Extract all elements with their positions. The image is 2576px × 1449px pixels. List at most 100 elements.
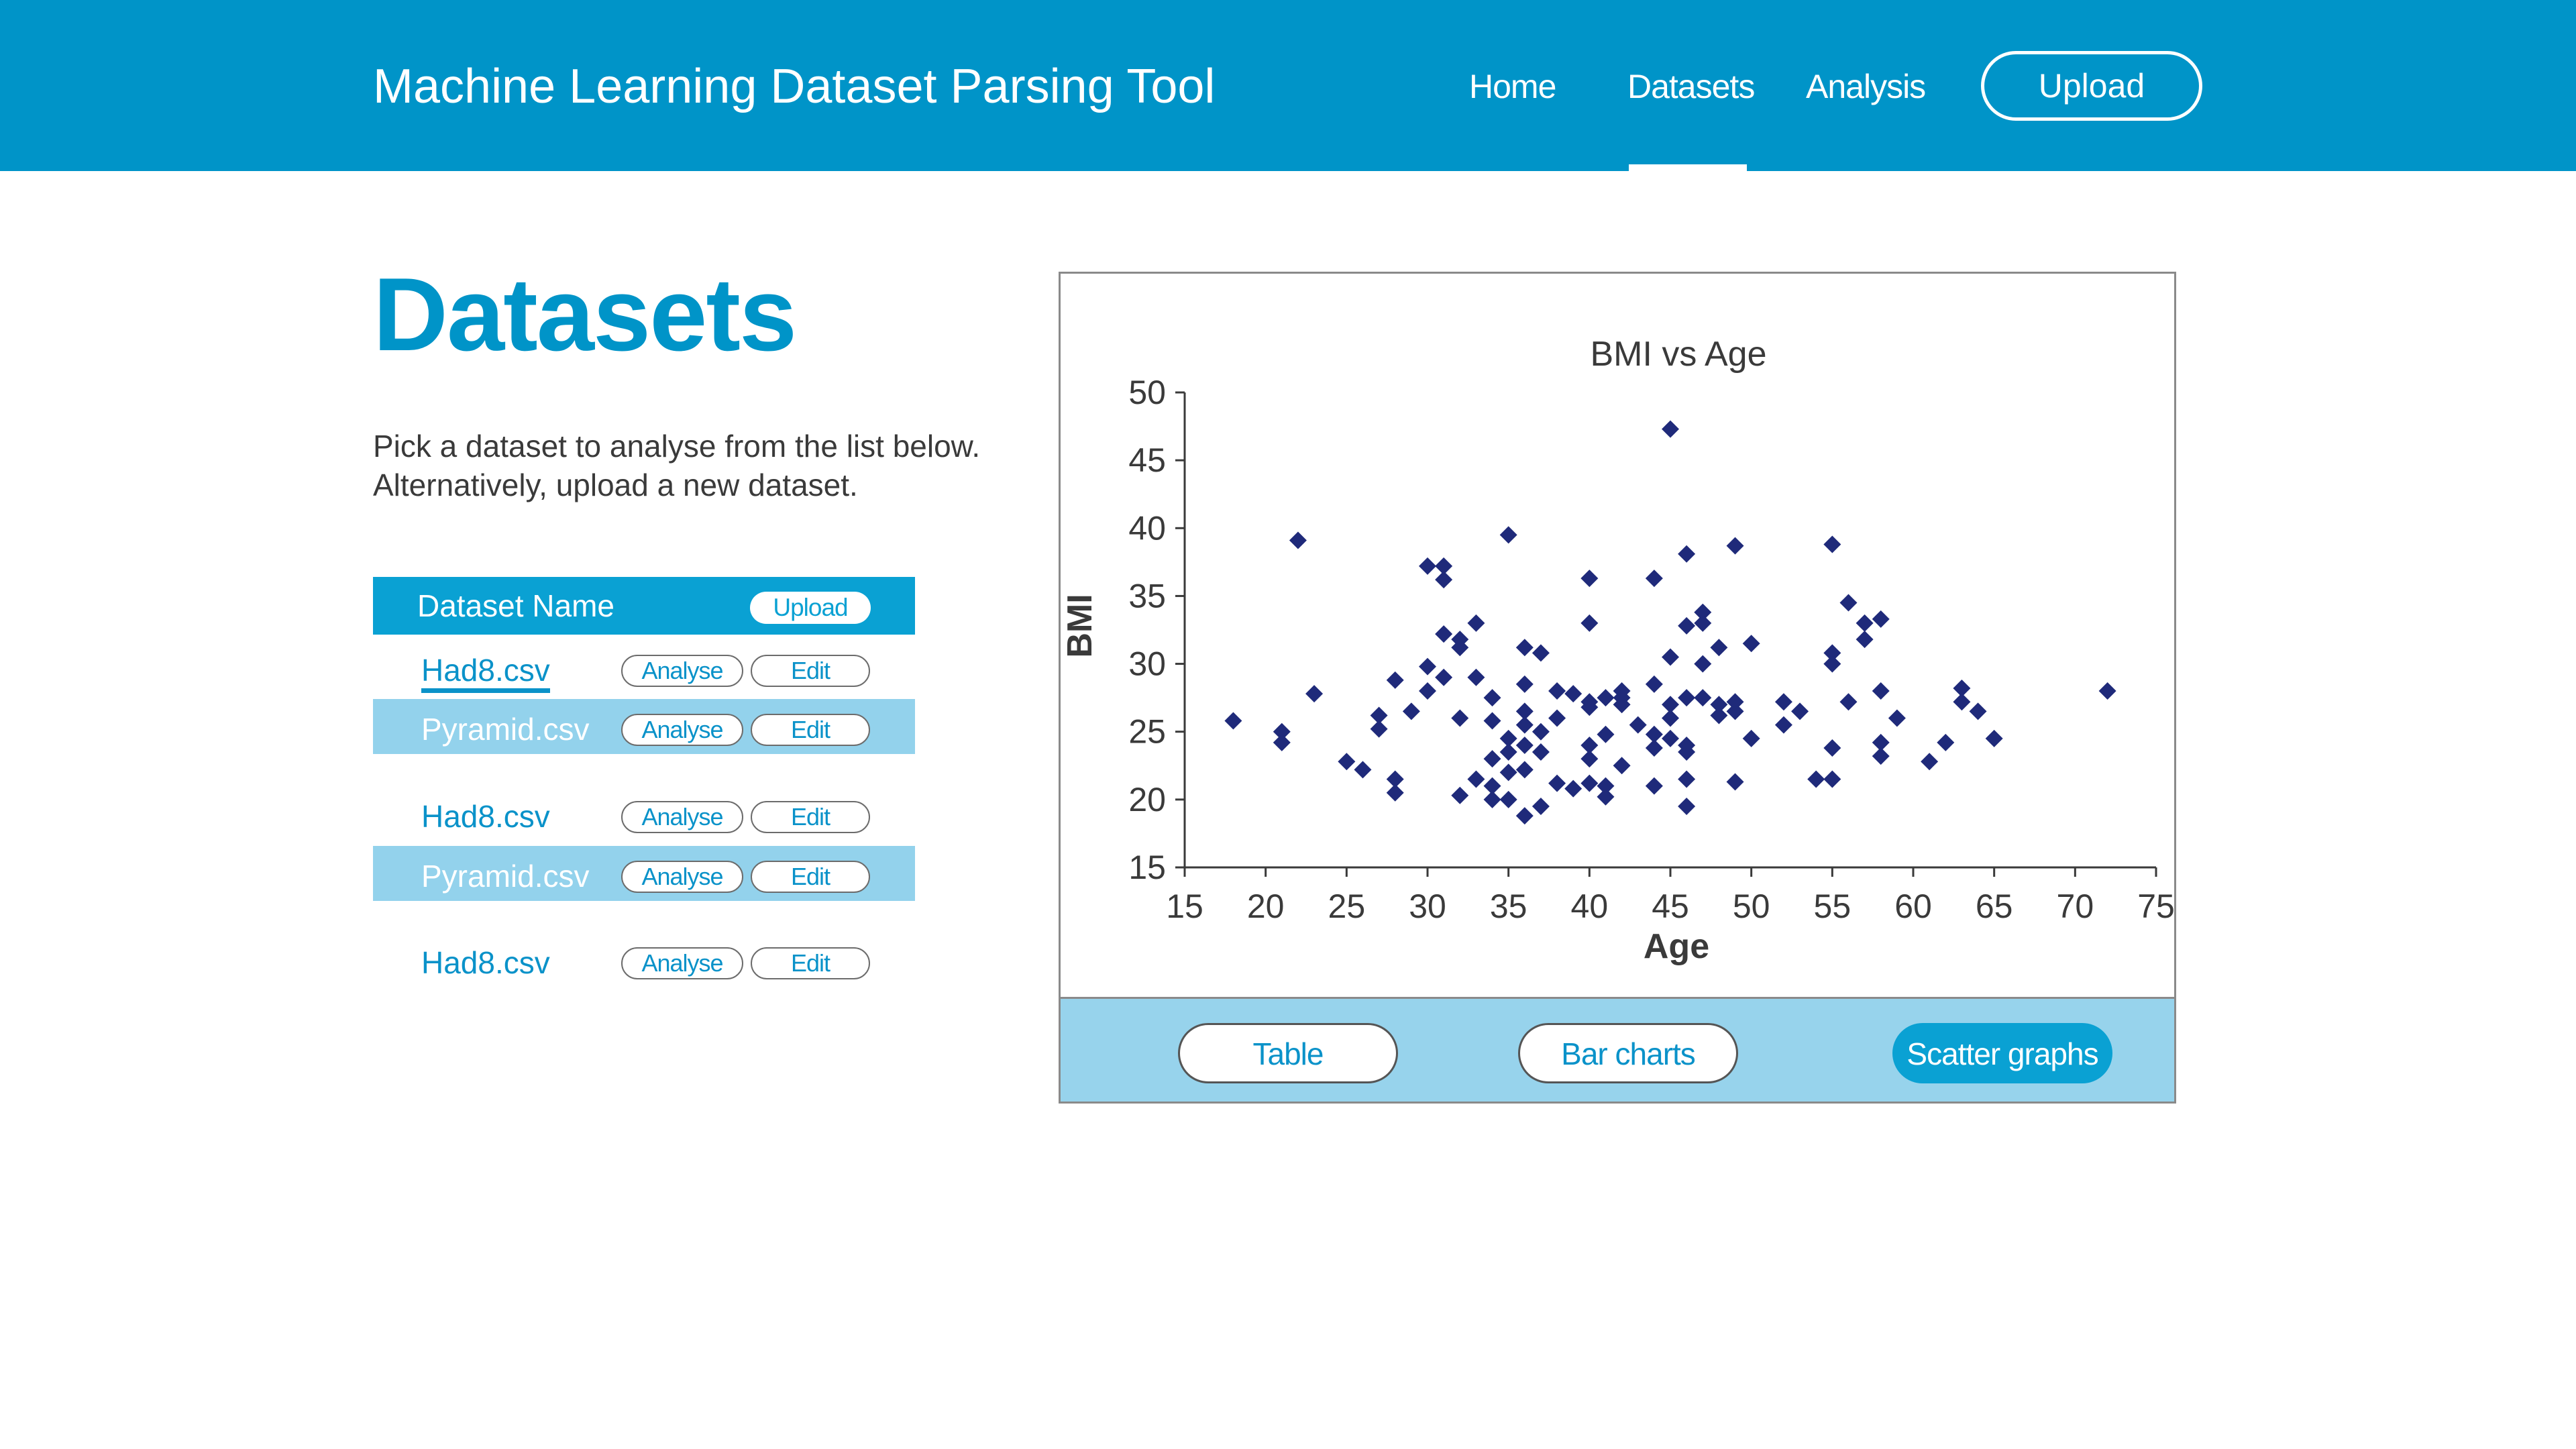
x-tick-label: 30 (1409, 888, 1446, 925)
y-tick-label: 25 (1128, 713, 1166, 751)
data-point (1953, 679, 1971, 697)
data-point (1515, 716, 1534, 734)
data-point (1467, 770, 1485, 788)
y-tick-label: 15 (1128, 849, 1166, 886)
data-point (1580, 774, 1599, 792)
dataset-file-link[interactable]: Pyramid.csv (421, 859, 590, 894)
data-point (1823, 655, 1841, 673)
data-point (1969, 702, 1987, 720)
data-point (1710, 696, 1728, 714)
data-point (1532, 722, 1550, 741)
bar-charts-view-button[interactable]: Bar charts (1518, 1023, 1738, 1083)
analyse-button[interactable]: Analyse (621, 714, 743, 746)
data-point (1645, 725, 1663, 743)
x-axis-label: Age (1644, 927, 1709, 966)
data-point (1273, 733, 1291, 751)
data-point (1515, 807, 1534, 825)
data-point (1742, 729, 1760, 747)
data-point (1451, 709, 1469, 727)
data-point (1435, 557, 1453, 575)
dataset-row: Had8.csv Analyse Edit (373, 640, 915, 695)
x-tick-label: 60 (1894, 888, 1932, 925)
table-view-button[interactable]: Table (1178, 1023, 1398, 1083)
x-tick-label: 65 (1976, 888, 2013, 925)
dataset-file-link[interactable]: Had8.csv (421, 652, 550, 693)
top-nav-bar: Machine Learning Dataset Parsing Tool Ho… (0, 0, 2576, 171)
edit-button[interactable]: Edit (751, 861, 870, 893)
scatter-chart: BMI vs Age Age BMI 15 20 25 30 35 40 45 50 55 60 6… (1061, 335, 2175, 966)
data-point (1823, 535, 1841, 553)
data-point (1662, 709, 1679, 727)
nav-datasets-link[interactable]: Datasets (1627, 68, 1755, 105)
dataset-row: Pyramid.csv Analyse Edit (373, 846, 915, 901)
app-title: Machine Learning Dataset Parsing Tool (373, 60, 1216, 113)
edit-button[interactable]: Edit (751, 947, 870, 979)
table-upload-button[interactable]: Upload (750, 592, 871, 624)
y-tick-label: 50 (1128, 374, 1166, 411)
data-point (1726, 537, 1744, 555)
data-point (1726, 773, 1744, 791)
edit-button[interactable]: Edit (751, 655, 870, 687)
dataset-file-link[interactable]: Had8.csv (421, 799, 550, 834)
analyse-button[interactable]: Analyse (621, 655, 743, 687)
data-point (1888, 709, 1906, 727)
data-point (1613, 757, 1631, 775)
scatter-graphs-view-button[interactable]: Scatter graphs (1892, 1023, 2112, 1083)
data-point (1629, 716, 1647, 734)
data-point (1499, 729, 1517, 747)
data-point (1435, 625, 1453, 643)
x-tick-label: 20 (1247, 888, 1285, 925)
x-tick-label: 45 (1652, 888, 1689, 925)
data-point (1645, 675, 1663, 693)
data-point (1467, 668, 1485, 686)
data-point (1678, 616, 1696, 635)
data-point (1807, 770, 1825, 788)
analyse-button[interactable]: Analyse (621, 947, 743, 979)
nav-home-link[interactable]: Home (1469, 68, 1556, 105)
data-point (1419, 657, 1436, 676)
data-point (1856, 614, 1874, 632)
data-point (1774, 693, 1792, 711)
chart-axes: 15 20 25 30 35 40 45 50 55 60 65 70 75 15 20 25 30 35 40 45… (1128, 374, 2174, 925)
data-point (1451, 786, 1469, 804)
y-tick-label: 35 (1128, 577, 1166, 614)
dataset-row: Had8.csv Analyse Edit (373, 786, 915, 841)
data-point (1435, 571, 1453, 589)
data-point (1662, 729, 1679, 747)
data-points (1224, 420, 2116, 825)
data-point (1564, 685, 1582, 703)
edit-button[interactable]: Edit (751, 714, 870, 746)
data-point (1483, 790, 1501, 808)
analyse-button[interactable]: Analyse (621, 801, 743, 833)
dataset-file-link[interactable]: Had8.csv (421, 945, 550, 980)
data-point (1774, 716, 1792, 734)
chart-panel: BMI vs Age Age BMI 15 20 25 30 35 40 45 50 55 60 6… (1059, 272, 2176, 1104)
data-point (1548, 774, 1566, 792)
data-point (1953, 693, 1971, 711)
y-axis-label: BMI (1061, 594, 1099, 657)
data-point (1726, 702, 1744, 720)
data-point (1597, 689, 1615, 707)
data-point (1726, 693, 1744, 711)
data-point (1419, 557, 1436, 575)
data-point (1710, 706, 1728, 724)
dataset-row: Had8.csv Analyse Edit (373, 932, 915, 987)
header-upload-button[interactable]: Upload (1981, 51, 2202, 121)
data-point (1273, 722, 1291, 741)
edit-button[interactable]: Edit (751, 801, 870, 833)
analyse-button[interactable]: Analyse (621, 861, 743, 893)
data-point (1564, 780, 1582, 798)
view-selector-bar: Table Bar charts Scatter graphs (1061, 997, 2174, 1102)
dataset-file-link[interactable]: Pyramid.csv (421, 712, 590, 747)
data-point (1483, 712, 1501, 730)
y-tick-label: 20 (1128, 781, 1166, 818)
data-point (1597, 777, 1615, 795)
x-tick-label: 70 (2057, 888, 2094, 925)
data-point (1839, 594, 1858, 612)
data-point (1402, 702, 1420, 720)
data-point (1597, 788, 1615, 806)
nav-analysis-link[interactable]: Analysis (1806, 68, 1926, 105)
data-point (1645, 570, 1663, 588)
data-point (1742, 635, 1760, 653)
data-point (1386, 671, 1404, 689)
